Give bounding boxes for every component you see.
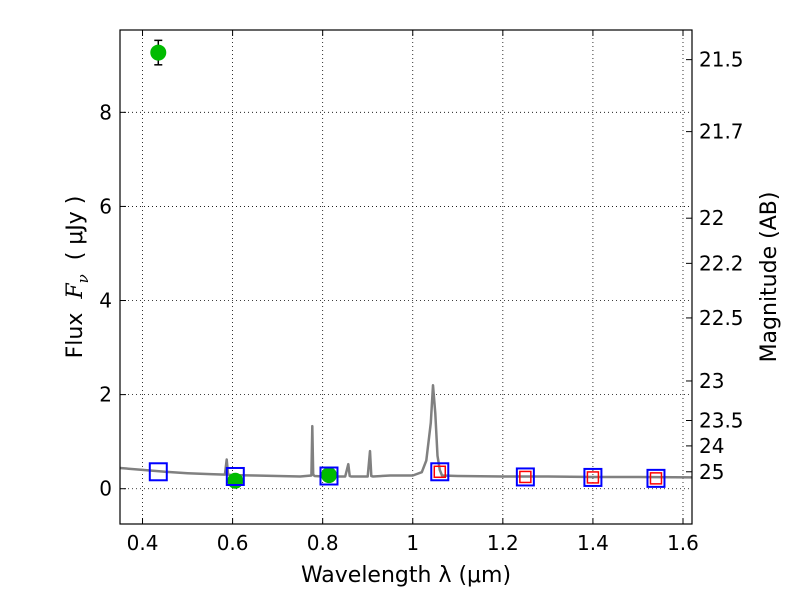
y-axis-label: Flux Fν ( μJy ) bbox=[63, 196, 92, 359]
y-axis-label-subscript: ν bbox=[74, 274, 92, 283]
model-inner-square bbox=[519, 470, 532, 484]
model-photometry-square bbox=[319, 466, 339, 486]
model-photometry-square bbox=[515, 467, 535, 487]
model-inner-square bbox=[649, 472, 663, 485]
model-photometry-square bbox=[583, 467, 603, 487]
right-tick-label: 23.5 bbox=[699, 408, 744, 432]
right-tick-label: 21.5 bbox=[699, 48, 744, 72]
plot-frame bbox=[119, 29, 693, 525]
tick-labels: 0.4 0.6 0.8 1 1.2 1.4 1.60246821.521.72222.222… bbox=[99, 48, 743, 555]
right-tick-label: 22.2 bbox=[699, 251, 744, 275]
ticks-layer bbox=[120, 30, 692, 524]
x-tick-label: 0.4 bbox=[127, 531, 159, 555]
right-tick-label: 21.7 bbox=[699, 120, 744, 144]
right-tick-label: 22 bbox=[699, 206, 724, 230]
markers-layer bbox=[148, 39, 666, 489]
model-photometry-square bbox=[225, 466, 245, 486]
x-tick-label: 0.8 bbox=[307, 531, 339, 555]
model-inner-square bbox=[433, 465, 447, 479]
x-tick-label: 1.4 bbox=[577, 531, 609, 555]
right-tick-label: 25 bbox=[699, 460, 724, 484]
y-tick-label: 8 bbox=[99, 100, 112, 124]
y-tick-label: 4 bbox=[99, 289, 112, 313]
model-inner-square bbox=[586, 471, 600, 484]
right-tick-label: 24 bbox=[699, 434, 724, 458]
y-tick-label: 2 bbox=[99, 383, 112, 407]
right-tick-label: 22.5 bbox=[699, 306, 744, 330]
model-photometry-square bbox=[430, 462, 450, 482]
x-tick-label: 1.2 bbox=[487, 531, 519, 555]
observed-point bbox=[150, 44, 167, 61]
grid-lines bbox=[120, 30, 692, 524]
y-axis-label-symbol: F bbox=[63, 283, 88, 300]
x-tick-label: 1 bbox=[406, 531, 419, 555]
x-tick-label: 1.6 bbox=[667, 531, 699, 555]
right-axis-label: Magnitude (AB) bbox=[757, 192, 782, 363]
y-axis-label-units: ( μJy ) bbox=[63, 196, 88, 275]
x-axis-label: Wavelength λ (μm) bbox=[301, 563, 511, 588]
right-tick-label: 23 bbox=[699, 369, 724, 393]
model-photometry-square bbox=[646, 468, 666, 488]
y-axis-label-prefix: Flux bbox=[63, 299, 88, 359]
x-tick-label: 0.6 bbox=[217, 531, 249, 555]
observed-point bbox=[320, 467, 337, 484]
y-tick-label: 6 bbox=[99, 194, 112, 218]
y-tick-label: 0 bbox=[99, 477, 112, 501]
model-photometry-square bbox=[148, 462, 168, 482]
